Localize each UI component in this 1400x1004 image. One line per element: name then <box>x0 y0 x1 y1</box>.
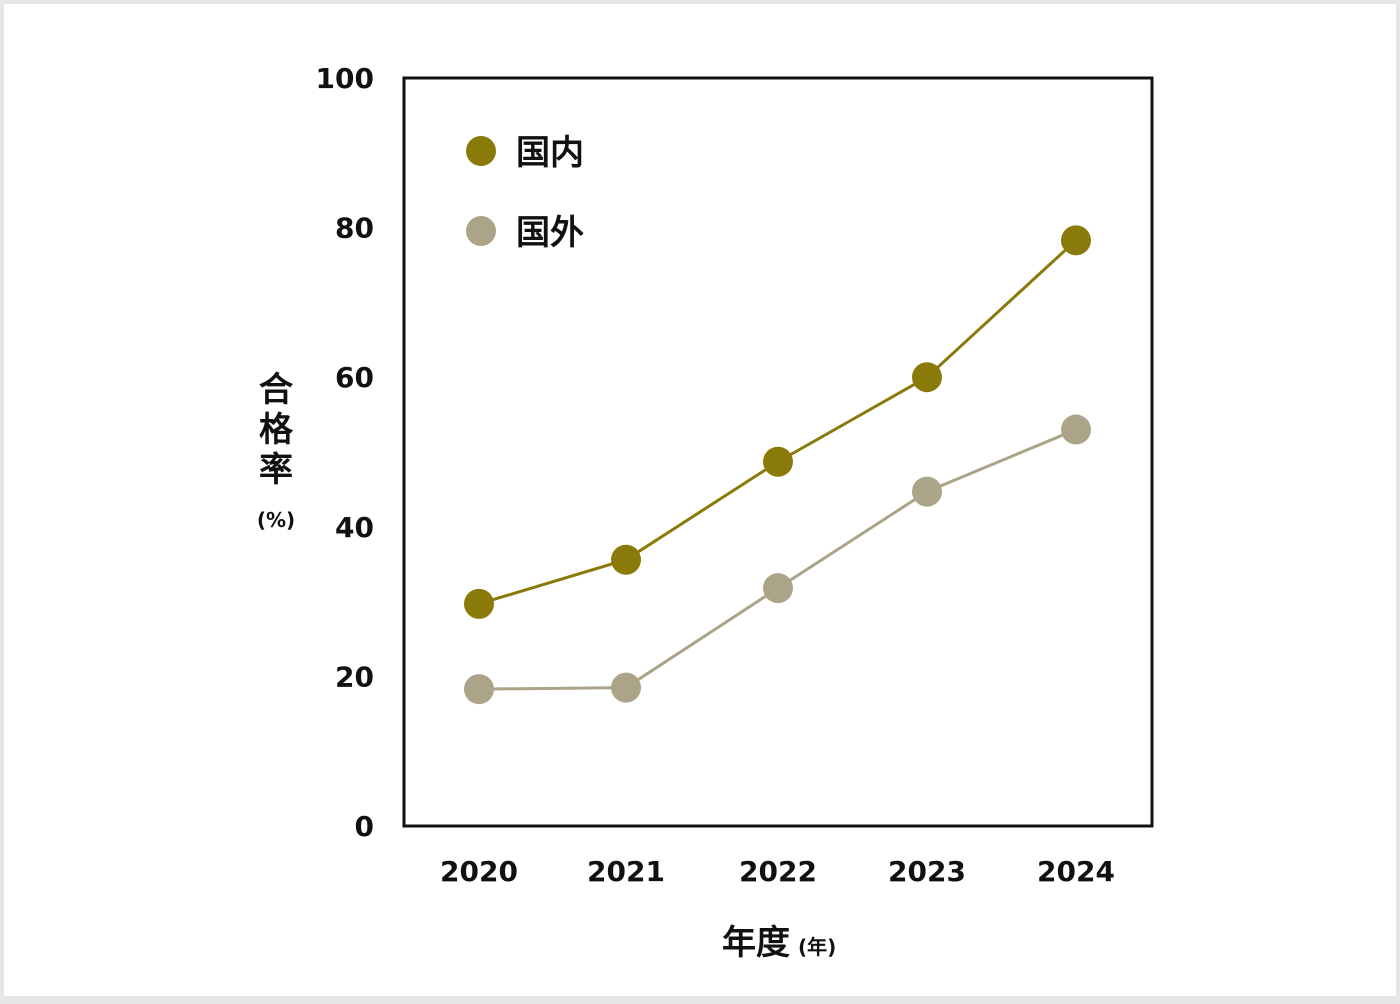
y-tick-label: 40 <box>335 511 374 544</box>
y-tick-label: 100 <box>316 62 374 95</box>
data-point-overseas <box>912 476 942 507</box>
data-point-overseas <box>763 573 793 604</box>
legend-label-domestic: 国内 <box>516 133 584 173</box>
x-tick-label: 2022 <box>739 855 817 888</box>
x-tick-label: 2024 <box>1037 855 1115 888</box>
legend: 国内 国外 <box>466 133 584 253</box>
data-point-domestic <box>912 362 942 393</box>
y-tick-label: 0 <box>355 810 374 843</box>
data-point-domestic <box>763 446 793 477</box>
y-tick-label: 60 <box>335 361 374 394</box>
legend-label-overseas: 国外 <box>516 213 584 253</box>
x-tick-label: 2020 <box>440 855 518 888</box>
data-point-domestic <box>464 588 494 619</box>
x-tick-label: 2021 <box>587 855 665 888</box>
x-axis-title: 年度 (年) <box>722 923 836 963</box>
x-tick-label: 2023 <box>888 855 966 888</box>
y-tick-label: 20 <box>335 660 374 693</box>
y-tick-labels: 0 20 40 60 80 100 <box>316 62 374 843</box>
x-tick-labels: 2020 2021 2022 2023 2024 <box>440 855 1115 888</box>
chart-frame: 0 20 40 60 80 100 2020 2021 2022 2023 2024 国内 国外 … <box>4 4 1396 996</box>
series-layer <box>464 225 1091 705</box>
legend-swatch-overseas <box>466 216 496 246</box>
data-point-overseas <box>464 674 494 705</box>
series-line-domestic <box>478 239 1078 606</box>
y-axis-label: 合格率 <box>259 370 294 490</box>
y-axis-title: 合格率 (%) <box>257 370 295 532</box>
x-axis-unit: (年) <box>798 935 836 959</box>
data-point-domestic <box>611 544 641 575</box>
x-axis-label: 年度 <box>722 923 790 963</box>
y-axis-unit: (%) <box>257 508 295 532</box>
plot-area <box>402 76 1154 828</box>
data-point-overseas <box>1061 414 1091 445</box>
data-point-overseas <box>611 672 641 703</box>
data-point-domestic <box>1061 225 1091 256</box>
legend-swatch-domestic <box>466 136 496 166</box>
y-tick-label: 80 <box>335 212 374 245</box>
